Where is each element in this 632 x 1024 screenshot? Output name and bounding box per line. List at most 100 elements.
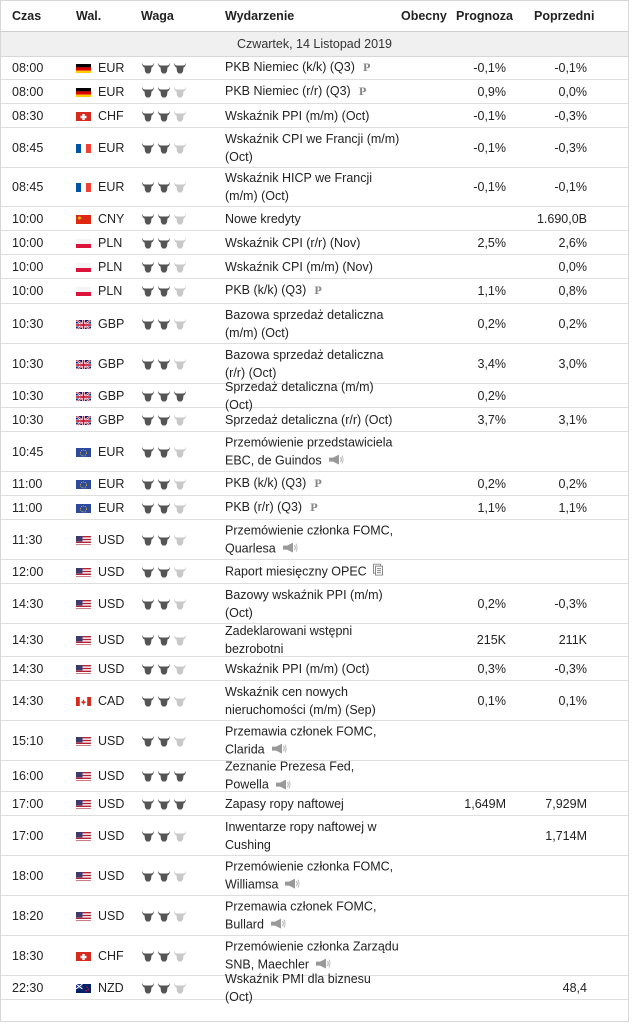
table-row[interactable]: 10:30 GBP Sprzedaż detaliczna (m/m) (Oct) 0… <box>1 380 628 412</box>
event-name-text[interactable]: PKB Niemiec (k/k) (Q3) <box>225 60 355 74</box>
event-name[interactable]: Wskaźnik PPI (m/m) (Oct) <box>225 660 400 678</box>
table-row[interactable]: 08:30 CHF Wskaźnik PPI (m/m) (Oct) -0,1% -0,… <box>1 104 628 128</box>
event-name-text[interactable]: Wskaźnik PMI dla biznesu (Oct) <box>225 971 371 1004</box>
table-row[interactable]: 10:00 PLN Wskaźnik CPI (r/r) (Nov) 2,5% 2,6% <box>1 231 628 255</box>
event-name[interactable]: Wskaźnik PMI dla biznesu (Oct) <box>225 970 400 1006</box>
table-row[interactable]: 14:30 USD Zadeklarowani wstępni bezrobotni… <box>1 624 628 657</box>
table-row[interactable]: 22:30 NZD Wskaźnik PMI dla biznesu (Oct) 48… <box>1 972 628 1004</box>
event-name-text[interactable]: Zadeklarowani wstępni bezrobotni <box>225 624 353 656</box>
event-name-text[interactable]: Wskaźnik PPI (m/m) (Oct) <box>225 661 370 676</box>
event-name[interactable]: Wskaźnik PPI (m/m) (Oct) <box>225 107 400 125</box>
event-name[interactable]: Przemawia członek FOMC, Clarida <box>225 722 400 759</box>
event-name[interactable]: Nowe kredyty <box>225 210 400 228</box>
table-row[interactable]: 11:00 EUR PKB (r/r) (Q3) P 1,1% 1,1% <box>1 496 628 520</box>
table-row[interactable]: 10:30 GBP Bazowa sprzedaż detaliczna (m/m)… <box>1 304 628 344</box>
table-row[interactable]: 08:45 EUR Wskaźnik HICP we Francji (m/m) (… <box>1 168 628 207</box>
event-name-text[interactable]: Raport miesięczny OPEC <box>225 564 367 579</box>
table-row[interactable]: 08:45 EUR Wskaźnik CPI we Francji (m/m) (O… <box>1 128 628 168</box>
event-name[interactable]: Sprzedaż detaliczna (m/m) (Oct) <box>225 378 400 414</box>
event-name-text[interactable]: PKB Niemiec (r/r) (Q3) <box>225 83 351 98</box>
event-name-text[interactable]: PKB (k/k) (Q3) <box>225 283 307 297</box>
table-row[interactable]: 18:30 CHF Przemówienie członka Zarządu SNB… <box>1 936 628 976</box>
event-name-text[interactable]: Wskaźnik PPI (m/m) (Oct) <box>225 108 370 123</box>
event-name[interactable]: Zeznanie Prezesa Fed, Powella <box>225 758 400 795</box>
event-name[interactable]: PKB (k/k) (Q3) P <box>225 474 400 494</box>
table-row[interactable]: 10:30 GBP Sprzedaż detaliczna (r/r) (Oct) 3… <box>1 408 628 432</box>
event-name-text[interactable]: Wskaźnik cen nowych nieruchomości (m/m) … <box>225 684 376 717</box>
event-name-text[interactable]: Wskaźnik CPI we Francji (m/m) (Oct) <box>225 131 400 164</box>
table-row[interactable]: 14:30 USD Wskaźnik PPI (m/m) (Oct) 0,3% -0,3… <box>1 657 628 681</box>
event-name-text[interactable]: Przemawia członek FOMC, Bullard <box>225 899 377 932</box>
event-name[interactable]: Wskaźnik HICP we Francji (m/m) (Oct) <box>225 169 400 205</box>
table-row[interactable]: 17:00 USD Zapasy ropy naftowej 1,649M 7,929M <box>1 792 628 816</box>
event-time: 12:00 <box>12 564 44 579</box>
event-name-text[interactable]: Przemówienie członka FOMC, Quarlesa <box>225 523 394 556</box>
event-name[interactable]: PKB (r/r) (Q3) P <box>225 498 400 518</box>
event-name[interactable]: Bazowa sprzedaż detaliczna (m/m) (Oct) <box>225 306 400 342</box>
event-name[interactable]: Bazowa sprzedaż detaliczna (r/r) (Oct) <box>225 346 400 382</box>
table-row[interactable]: 10:30 GBP Bazowa sprzedaż detaliczna (r/r)… <box>1 344 628 384</box>
event-name-text[interactable]: Wskaźnik HICP we Francji (m/m) (Oct) <box>225 171 373 203</box>
table-row[interactable]: 12:00 USD Raport miesięczny OPEC <box>1 560 628 584</box>
event-name-text[interactable]: Przemówienie członka Zarządu SNB, Maechl… <box>225 939 399 972</box>
table-row[interactable]: 14:30 CAD Wskaźnik cen nowych nieruchomośc… <box>1 681 628 721</box>
table-row[interactable]: 18:00 USD Przemówienie członka FOMC, Willi… <box>1 856 628 896</box>
event-name[interactable]: Sprzedaż detaliczna (r/r) (Oct) <box>225 411 400 429</box>
table-row[interactable]: 11:00 EUR PKB (k/k) (Q3) P 0,2% 0,2% <box>1 472 628 496</box>
event-name-text[interactable]: Zeznanie Prezesa Fed, Powella <box>225 759 355 792</box>
table-row[interactable]: 10:00 PLN PKB (k/k) (Q3) P 1,1% 0,8% <box>1 279 628 304</box>
event-name[interactable]: Wskaźnik cen nowych nieruchomości (m/m) … <box>225 683 400 719</box>
event-name[interactable]: Przemówienie przedstawiciela EBC, de Gui… <box>225 433 400 470</box>
event-name[interactable]: Przemówienie członka FOMC, Quarlesa <box>225 521 400 558</box>
event-name-text[interactable]: Przemawia członek FOMC, Clarida <box>225 724 377 757</box>
header-forecast[interactable]: Prognoza <box>456 9 513 23</box>
event-name-text[interactable]: Wskaźnik CPI (r/r) (Nov) <box>225 235 361 250</box>
event-name-text[interactable]: PKB (k/k) (Q3) <box>225 475 307 490</box>
event-name-text[interactable]: Bazowa sprzedaż detaliczna (r/r) (Oct) <box>225 347 384 380</box>
event-name[interactable]: Bazowy wskaźnik PPI (m/m) (Oct) <box>225 586 400 622</box>
table-row[interactable]: 11:30 USD Przemówienie członka FOMC, Quarl… <box>1 520 628 560</box>
bull-icon <box>141 445 155 458</box>
table-row[interactable]: 14:30 USD Bazowy wskaźnik PPI (m/m) (Oct) 0… <box>1 584 628 624</box>
event-name-text[interactable]: Nowe kredyty <box>225 211 301 226</box>
table-row[interactable]: 18:20 USD Przemawia członek FOMC, Bullard <box>1 896 628 936</box>
event-name-text[interactable]: PKB (r/r) (Q3) <box>225 499 303 514</box>
event-name-text[interactable]: Inwentarze ropy naftowej w Cushing <box>225 819 377 852</box>
table-row[interactable]: 16:00 USD Zeznanie Prezesa Fed, Powella <box>1 758 628 795</box>
event-name[interactable]: PKB Niemiec (k/k) (Q3) P <box>225 58 400 78</box>
event-name-text[interactable]: Sprzedaż detaliczna (r/r) (Oct) <box>225 412 393 427</box>
event-name[interactable]: Wskaźnik CPI (m/m) (Nov) <box>225 258 400 276</box>
event-name[interactable]: PKB Niemiec (r/r) (Q3) P <box>225 82 400 102</box>
forecast-value: 0,3% <box>477 661 507 676</box>
event-name-text[interactable]: Sprzedaż detaliczna (m/m) (Oct) <box>225 379 374 412</box>
event-name[interactable]: Przemówienie członka Zarządu SNB, Maechl… <box>225 937 400 974</box>
event-name-text[interactable]: Przemówienie przedstawiciela EBC, de Gui… <box>225 435 393 468</box>
event-name-text[interactable]: Zapasy ropy naftowej <box>225 796 344 811</box>
event-name[interactable]: Wskaźnik CPI (r/r) (Nov) <box>225 234 400 252</box>
event-name[interactable]: Zapasy ropy naftowej <box>225 795 400 813</box>
event-name[interactable]: Przemawia członek FOMC, Bullard <box>225 897 400 934</box>
table-row[interactable]: 10:45 EUR Przemówienie przedstawiciela EBC… <box>1 432 628 472</box>
event-name[interactable]: Raport miesięczny OPEC <box>225 562 400 581</box>
header-event[interactable]: Wydarzenie <box>225 9 295 23</box>
header-currency[interactable]: Wal. <box>76 9 102 23</box>
table-row[interactable]: 10:00 CNY Nowe kredyty 1.690,0B <box>1 207 628 231</box>
header-importance[interactable]: Waga <box>141 9 174 23</box>
event-name-text[interactable]: Przemówienie członka FOMC, Williamsa <box>225 859 394 892</box>
event-name[interactable]: Przemówienie członka FOMC, Williamsa <box>225 857 400 894</box>
table-row[interactable]: 15:10 USD Przemawia członek FOMC, Clarida <box>1 721 628 761</box>
event-name[interactable]: Zadeklarowani wstępni bezrobotni <box>225 622 400 658</box>
header-time[interactable]: Czas <box>12 9 42 23</box>
table-row[interactable]: 08:00 EUR PKB Niemiec (k/k) (Q3) P -0,1% -0,1… <box>1 57 628 80</box>
table-row[interactable]: 08:00 EUR PKB Niemiec (r/r) (Q3) P 0,9% 0,0% <box>1 80 628 104</box>
event-name-text[interactable]: Wskaźnik CPI (m/m) (Nov) <box>225 259 373 274</box>
header-actual[interactable]: Obecny <box>401 9 447 23</box>
event-name[interactable]: PKB (k/k) (Q3) P <box>225 281 400 301</box>
table-row[interactable]: 17:00 USD Inwentarze ropy naftowej w Cushi… <box>1 816 628 856</box>
event-name-text[interactable]: Bazowa sprzedaż detaliczna (m/m) (Oct) <box>225 307 384 340</box>
event-name[interactable]: Inwentarze ropy naftowej w Cushing <box>225 818 400 854</box>
table-row[interactable]: 10:00 PLN Wskaźnik CPI (m/m) (Nov) 0,0% <box>1 255 628 279</box>
header-previous[interactable]: Poprzedni <box>534 9 595 23</box>
event-name[interactable]: Wskaźnik CPI we Francji (m/m) (Oct) <box>225 130 400 166</box>
event-name-text[interactable]: Bazowy wskaźnik PPI (m/m) (Oct) <box>225 587 383 620</box>
